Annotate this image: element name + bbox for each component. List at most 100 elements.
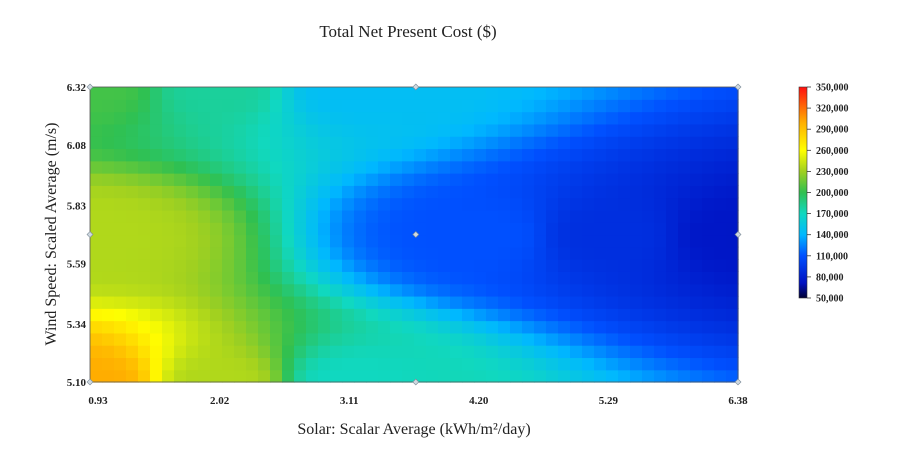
heat-cell (294, 87, 307, 100)
heat-cell (462, 99, 475, 113)
heat-cell (558, 345, 571, 359)
heat-cell (450, 136, 463, 150)
heat-cell (546, 160, 559, 174)
heat-cell (258, 308, 271, 322)
heat-cell (498, 99, 511, 113)
heat-cell (378, 136, 391, 150)
heat-cell (486, 99, 499, 113)
heat-cell (654, 148, 667, 162)
heat-cell (294, 259, 307, 272)
heat-cell (642, 209, 655, 223)
heat-cell (258, 209, 271, 223)
heat-cell (150, 123, 163, 137)
heat-cell (162, 345, 175, 359)
heat-cell (474, 148, 487, 162)
heat-cell (258, 332, 271, 346)
heat-cell (642, 345, 655, 359)
heat-cell (498, 148, 511, 162)
heat-cell (678, 197, 691, 211)
heat-cell (174, 259, 187, 272)
heat-cell (474, 320, 487, 334)
heat-cell (378, 111, 391, 125)
heat-cell (582, 209, 595, 223)
heat-cell (90, 148, 103, 162)
heat-cell (594, 295, 607, 309)
colorbar-tick-label: 290,000 (816, 125, 849, 136)
sample-point-marker (734, 83, 742, 91)
heat-cell (726, 123, 739, 137)
heat-cell (654, 111, 667, 125)
heat-cell (294, 222, 307, 236)
heat-cell (402, 283, 415, 297)
heat-cell (690, 136, 703, 150)
heat-cell (726, 357, 739, 371)
heat-cell (654, 295, 667, 309)
heat-cell (150, 357, 163, 371)
heat-cell (150, 295, 163, 309)
heat-cell (114, 271, 127, 285)
heat-cell (330, 308, 343, 322)
heat-cell (162, 87, 175, 100)
heat-cell (354, 320, 367, 334)
heat-cell (594, 173, 607, 186)
heat-cell (102, 87, 115, 100)
heat-cell (174, 332, 187, 346)
heat-cell (558, 246, 571, 260)
heat-cell (270, 332, 283, 346)
colorbar-tick-label: 50,000 (816, 294, 844, 305)
heat-cell (534, 197, 547, 211)
heat-cell (162, 308, 175, 322)
heat-cell (198, 369, 211, 383)
heat-cell (438, 173, 451, 186)
heat-cell (234, 148, 247, 162)
heat-cell (138, 320, 151, 334)
heat-cell (102, 111, 115, 125)
heat-cell (642, 357, 655, 371)
heat-cell (510, 345, 523, 359)
heat-cell (342, 148, 355, 162)
heat-cell (618, 369, 631, 383)
heat-cell (378, 332, 391, 346)
heat-cell (426, 173, 439, 186)
heat-cell (306, 271, 319, 285)
heat-cell (198, 283, 211, 297)
heat-cell (510, 123, 523, 137)
heat-cell (318, 148, 331, 162)
heat-cell (654, 308, 667, 322)
heat-cell (450, 283, 463, 297)
heat-cell (570, 271, 583, 285)
sample-point-marker (412, 83, 420, 91)
heat-cell (294, 295, 307, 309)
heat-cell (546, 197, 559, 211)
heat-cell (582, 234, 595, 248)
heat-cell (558, 111, 571, 125)
heat-cell (126, 295, 139, 309)
heat-cell (90, 369, 103, 383)
heat-cell (246, 295, 259, 309)
heat-cell (654, 136, 667, 150)
heat-cell (390, 99, 403, 113)
heat-cell (306, 222, 319, 236)
heat-cell (354, 345, 367, 359)
heat-cell (702, 259, 715, 272)
heat-cell (498, 160, 511, 174)
heat-cell (378, 222, 391, 236)
heat-cell (606, 123, 619, 137)
heat-cell (318, 357, 331, 371)
heat-cell (642, 185, 655, 199)
heat-cell (630, 320, 643, 334)
heat-cell (558, 271, 571, 285)
heat-cell (282, 246, 295, 260)
heat-cell (126, 308, 139, 322)
heat-cell (522, 173, 535, 186)
heat-cell (438, 259, 451, 272)
heat-cell (462, 222, 475, 236)
heat-cell (330, 185, 343, 199)
heat-cell (162, 209, 175, 223)
heat-cell (582, 148, 595, 162)
heat-cell (270, 123, 283, 137)
heat-cell (102, 283, 115, 297)
heat-cell (558, 320, 571, 334)
heat-cell (138, 259, 151, 272)
heat-cell (354, 271, 367, 285)
